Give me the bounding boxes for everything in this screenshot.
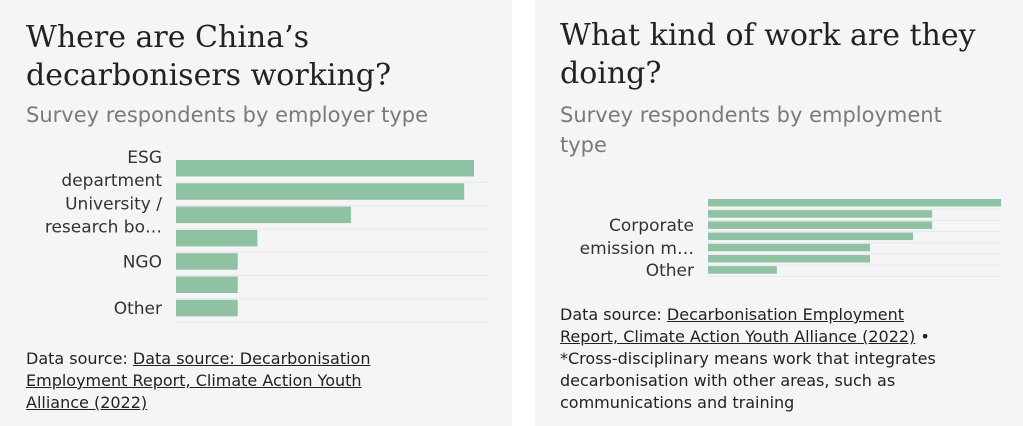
chart-title-line: doing? bbox=[560, 56, 662, 91]
source-prefix: Data source: bbox=[26, 349, 128, 368]
chart-title-line: Where are China’s bbox=[26, 20, 310, 55]
category-label: emission m… bbox=[580, 239, 694, 259]
chart-panel-employer-type: Where are China’s decarbonisers working? … bbox=[26, 19, 496, 414]
bar-chart-employment-type: Corporate emission m…Other bbox=[580, 199, 1001, 281]
bar[interactable] bbox=[176, 206, 351, 224]
category-label: University / bbox=[65, 194, 162, 214]
category-label: Corporate bbox=[609, 216, 694, 236]
chart-title: Where are China’s decarbonisers working? bbox=[26, 19, 391, 95]
chart-title-line: What kind of work are they bbox=[560, 18, 976, 53]
bar[interactable] bbox=[708, 221, 933, 229]
bar[interactable] bbox=[708, 243, 871, 252]
bar[interactable] bbox=[708, 199, 1001, 207]
footnote: *Cross-disciplinary means work that inte… bbox=[560, 349, 936, 412]
bar[interactable] bbox=[176, 276, 238, 294]
bar[interactable] bbox=[708, 232, 914, 241]
bar[interactable] bbox=[708, 255, 871, 263]
chart-subtitle: Survey respondents by employment type bbox=[560, 103, 942, 157]
bar[interactable] bbox=[176, 253, 238, 270]
chart-subtitle: Survey respondents by employer type bbox=[26, 103, 429, 127]
source-link[interactable]: Data source: Decarbonisation Employment R… bbox=[26, 349, 371, 412]
bar-chart-employer-type: ESG department University / research bo… NGO… bbox=[45, 150, 488, 323]
chart-title: What kind of work are they doing? bbox=[560, 17, 976, 93]
data-source: Data source: Decarbonisation Employment R… bbox=[560, 304, 1015, 414]
bar[interactable] bbox=[176, 299, 238, 317]
source-prefix: Data source: bbox=[560, 305, 662, 324]
data-source: Data source: Data source: Decarbonisatio… bbox=[26, 348, 496, 414]
chart-panel-employment-type: What kind of work are they doing? Survey … bbox=[535, 0, 1023, 426]
source-separator: • bbox=[920, 327, 930, 346]
category-label: NGO bbox=[123, 252, 162, 272]
bar[interactable] bbox=[176, 229, 258, 247]
bar[interactable] bbox=[176, 183, 465, 200]
category-label: Other bbox=[646, 261, 694, 281]
bar[interactable] bbox=[176, 160, 474, 177]
source-link[interactable]: Decarbonisation Employment Report, Climat… bbox=[560, 305, 916, 346]
bar[interactable] bbox=[708, 266, 777, 274]
category-label: department bbox=[61, 171, 162, 191]
category-label: research bo… bbox=[45, 217, 162, 237]
bar[interactable] bbox=[708, 210, 933, 218]
chart-title-line: decarbonisers working? bbox=[26, 58, 392, 93]
category-label: Other bbox=[114, 299, 162, 319]
category-label: ESG bbox=[127, 150, 162, 168]
